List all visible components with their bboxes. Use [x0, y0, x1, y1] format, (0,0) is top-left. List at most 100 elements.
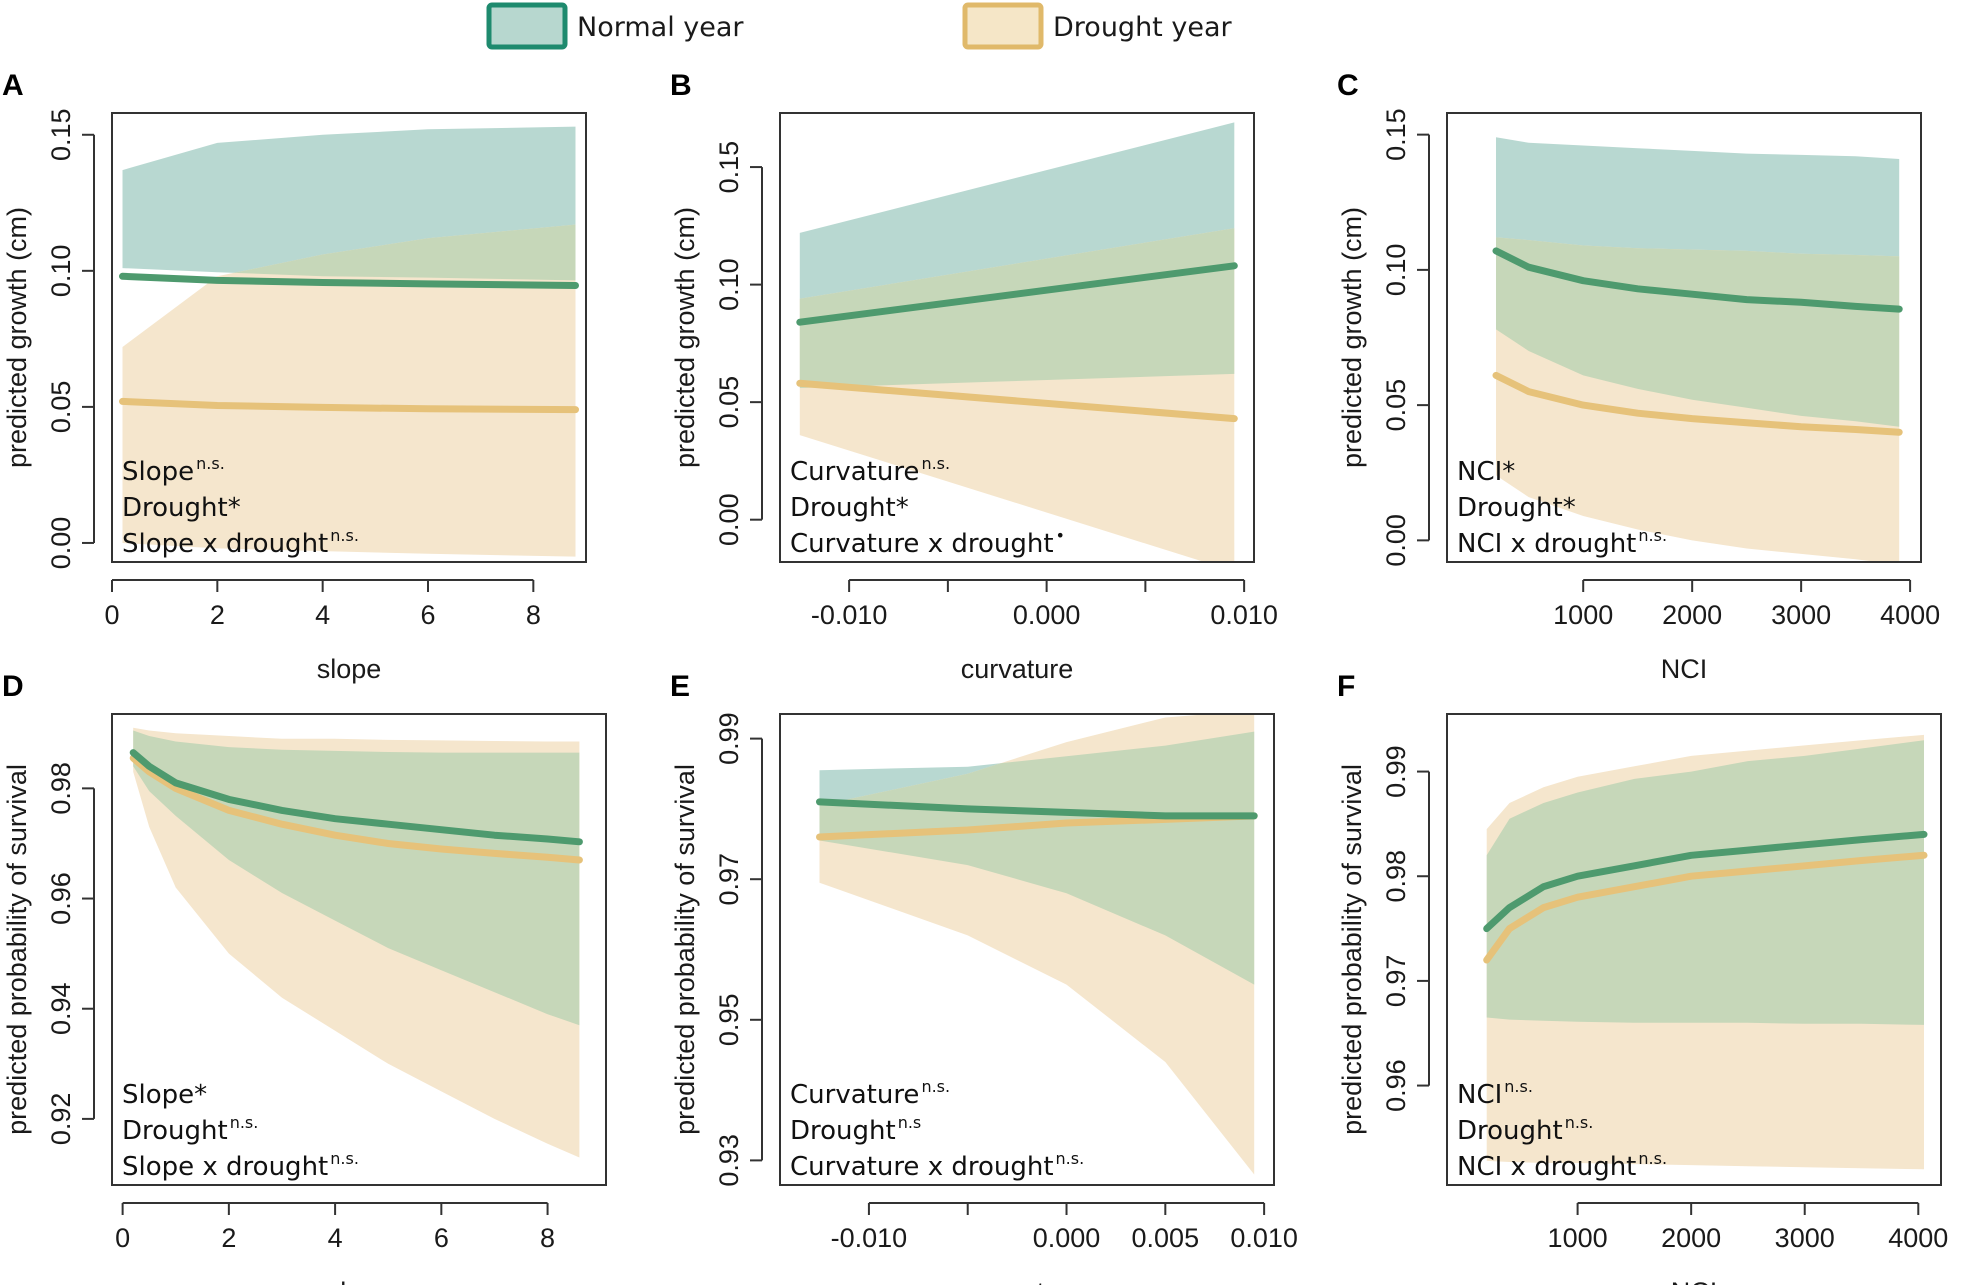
annotation-significance: n.s.: [330, 1149, 359, 1168]
legend: Normal year Drought year: [486, 2, 1232, 50]
y-axis: 0.96 0.97 0.98 0.99 predicted probability of…: [1337, 745, 1430, 1135]
annotation-line: NCI*: [1457, 457, 1515, 487]
x-tick-label: 0: [104, 600, 119, 630]
legend-label-normal: Normal year: [577, 12, 744, 43]
annotation-term: Curvature: [790, 457, 919, 487]
annotation-term: Drought*: [790, 493, 909, 523]
normal-year-line: [1492, 247, 1903, 313]
panel-letter: F: [1337, 670, 1355, 703]
annotation-line: Curvature x drought n.s.: [790, 1149, 1084, 1182]
annotation-term: Curvature x drought: [790, 529, 1054, 559]
annotation-line: Slope*: [122, 1080, 207, 1110]
legend-label-drought: Drought year: [1053, 12, 1232, 43]
annotation-significance: n.s.: [1056, 1149, 1085, 1168]
panel-letter: C: [1337, 69, 1359, 102]
panel-letter: B: [670, 69, 692, 102]
drought-year-line: [1492, 371, 1903, 436]
drought-year-line: [1483, 851, 1928, 964]
panel-e: -0.0100.0000.0050.010curvature0.930.950.…: [670, 670, 1298, 1285]
panel-d: 0 2 4 6 8 slope 0.92 0.94 0.96 0.98 predicted prob…: [2, 670, 607, 1285]
annotation-line: NCI n.s.: [1457, 1077, 1533, 1110]
drought-year-band: [122, 224, 576, 557]
panel-f: 1000 2000 3000 4000 NCI 0.96 0.97 0.98 0.99 predi…: [1337, 670, 1948, 1285]
y-tick-label: 0.96: [46, 872, 76, 925]
y-tick-label: 0.15: [714, 141, 744, 194]
y-axis-title: predicted probability of survival: [2, 764, 32, 1135]
y-axis: 0.00 0.05 0.10 0.15 predicted growth (cm): [2, 108, 95, 570]
annotation-significance: n.s.: [330, 526, 359, 545]
normal-year-line: [119, 272, 579, 289]
annotation-term: NCI x drought: [1457, 529, 1636, 559]
annotation-line: NCI x drought n.s.: [1457, 526, 1667, 559]
plot-frame: [1446, 112, 1922, 563]
y-axis-title: predicted growth (cm): [670, 207, 700, 468]
y-tick-label: 0.10: [714, 258, 744, 311]
x-axis: 1000 2000 3000 4000 NCI: [1548, 1202, 1948, 1285]
x-tick-label: 4000: [1888, 1223, 1948, 1253]
y-tick-label: 0.99: [714, 712, 744, 765]
x-tick-label: 1000: [1553, 600, 1613, 630]
x-tick-label: 4: [315, 600, 330, 630]
x-tick-label: 8: [526, 600, 541, 630]
y-tick-label: 0.05: [46, 381, 76, 434]
x-axis: 1000 2000 3000 4000 NCI: [1553, 579, 1940, 684]
x-axis-title: NCI: [1661, 654, 1708, 684]
y-tick-label: 0.98: [46, 762, 76, 815]
x-axis: -0.010 0.000 0.010 curvature: [811, 579, 1278, 684]
x-axis: 0 2 4 6 8 slope: [104, 579, 541, 684]
drought-year-line: [119, 397, 579, 414]
annotation-line: Drought*: [790, 493, 909, 523]
annotation-term: Curvature: [790, 1080, 919, 1110]
annotation-significance: n.s.: [921, 1077, 950, 1096]
x-tick-label: 6: [420, 600, 435, 630]
annotation-line: Drought*: [1457, 493, 1576, 523]
normal-year-line: [1483, 830, 1928, 933]
annotation-term: Drought*: [122, 493, 241, 523]
annotation-line: Slope x drought n.s.: [122, 526, 359, 559]
annotation-term: NCI x drought: [1457, 1152, 1636, 1182]
annotation-line: Slope n.s.: [122, 454, 225, 487]
significance-annotation: Curvature n.s.Drought*Curvature x drought…: [790, 454, 1065, 559]
annotation-term: Drought: [122, 1116, 228, 1146]
significance-annotation: Slope n.s. Drought*Slope x drought n.s.: [122, 454, 359, 559]
y-tick-label: 0.05: [714, 376, 744, 429]
y-tick-label: 0.97: [714, 853, 744, 906]
annotation-term: Drought: [1457, 1116, 1563, 1146]
panels: 0 2 4 6 8 slope 0.00 0.05 0.10 0.15 predicted grow…: [2, 69, 1948, 1285]
y-tick-label: 0.00: [714, 493, 744, 546]
y-tick-label: 0.15: [1381, 108, 1411, 161]
annotation-significance: •: [1056, 526, 1065, 545]
x-tick-label: 4000: [1880, 600, 1940, 630]
annotation-significance: n.s.: [1638, 526, 1667, 545]
plot-area: [129, 727, 583, 1158]
x-tick-label: 8: [540, 1223, 555, 1253]
x-tick-label: 2: [210, 600, 225, 630]
x-tick-label: 0.000: [1013, 600, 1081, 630]
plot-frame: [779, 713, 1275, 1186]
annotation-term: Slope x drought: [122, 1152, 328, 1182]
y-tick-label: 0.05: [1381, 379, 1411, 432]
y-tick-label: 0.98: [1381, 850, 1411, 903]
x-axis-title: curvature: [971, 1277, 1084, 1285]
y-tick-label: 0.00: [1381, 514, 1411, 567]
annotation-line: Curvature n.s.: [790, 1077, 950, 1110]
panel-letter: D: [2, 670, 24, 703]
annotation-line: Drought n.s: [790, 1113, 921, 1146]
annotation-term: NCI*: [1457, 457, 1515, 487]
y-tick-label: 0.94: [46, 982, 76, 1035]
y-tick-label: 0.10: [46, 245, 76, 298]
y-tick-label: 0.96: [1381, 1059, 1411, 1112]
plot-frame: [779, 112, 1255, 563]
x-tick-label: 0: [115, 1223, 130, 1253]
annotation-line: Drought n.s.: [1457, 1113, 1593, 1146]
annotation-significance: n.s.: [1504, 1077, 1533, 1096]
drought-year-line: [129, 754, 583, 864]
x-tick-label: 4: [328, 1223, 343, 1253]
annotation-significance: n.s.: [230, 1113, 259, 1132]
annotation-term: Curvature x drought: [790, 1152, 1054, 1182]
y-tick-label: 0.00: [46, 517, 76, 570]
annotation-term: NCI: [1457, 1080, 1502, 1110]
plot-frame: [111, 713, 607, 1186]
significance-annotation: NCI n.s.Drought n.s. NCI x drought n.s.: [1457, 1077, 1667, 1182]
